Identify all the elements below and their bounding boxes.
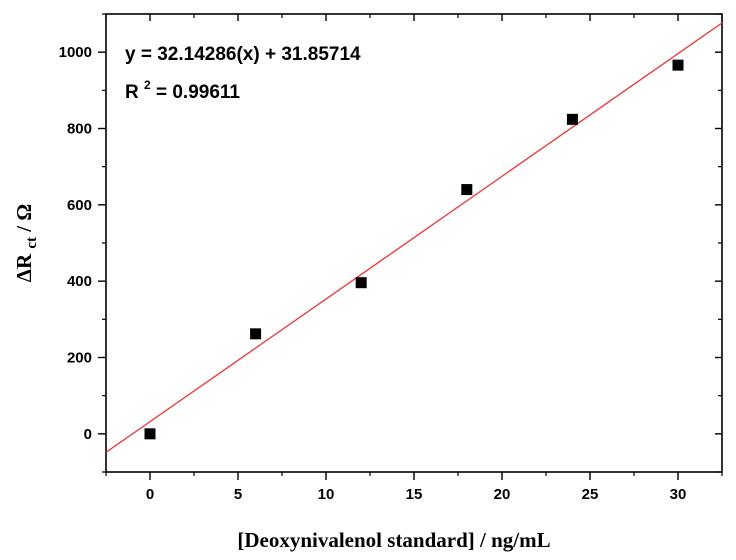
regression-line [105,22,723,453]
data-point [144,428,156,440]
data-point [566,113,578,125]
x-tick-label: 15 [406,486,423,503]
y-axis-title: ΔR ct / Ω [12,204,41,282]
x-tick-label: 20 [494,486,511,503]
y-axis-title-main: ΔR [12,253,36,282]
x-tick-label: 10 [318,486,335,503]
data-point [355,277,367,289]
y-tick-label: 200 [67,350,92,367]
y-tick-label: 800 [67,121,92,138]
x-tick-label: 30 [670,486,687,503]
y-tick-label: 600 [67,197,92,214]
r-squared-prefix: R [125,82,139,103]
data-point [672,59,684,71]
r-squared-annotation: R 2 = 0.99611 [125,73,240,103]
y-tick-label: 0 [84,426,92,443]
x-tick-label: 25 [582,486,599,503]
y-axis-title-subscript: ct [24,237,40,249]
x-tick-label: 0 [146,486,154,503]
fit-line-group [105,22,723,453]
r-squared-value: = 0.99611 [156,82,240,103]
y-tick-label: 400 [67,273,92,290]
data-point [461,184,473,196]
y-axis-title-suffix: / Ω [12,204,36,233]
y-tick-label: 1000 [59,44,92,61]
r-squared-superscript: 2 [144,78,151,92]
x-tick-label: 5 [234,486,242,503]
x-axis-title: [Deoxynivalenol standard] / ng/mL [237,528,550,552]
data-point [250,328,262,340]
equation-annotation: y = 32.14286(x) + 31.85714 [125,44,361,65]
ticks: 0 5 10 15 20 25 30 0 200 400 600 800 1000 [59,13,723,503]
data-points [144,59,684,440]
